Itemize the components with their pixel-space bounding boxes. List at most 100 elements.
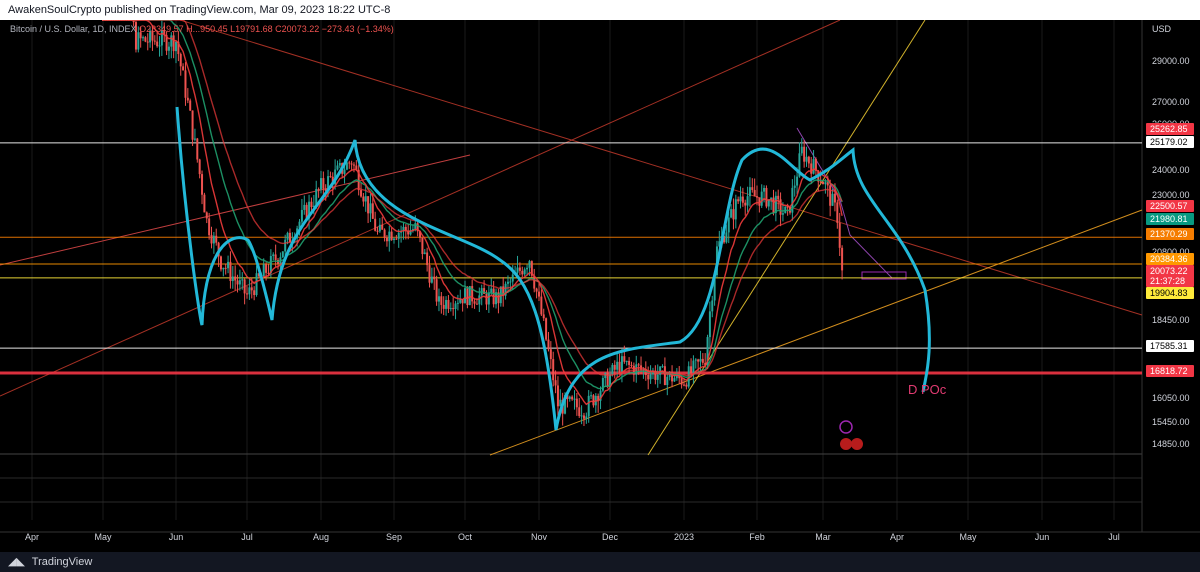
candle-body	[388, 231, 391, 242]
candle-body	[661, 366, 664, 368]
candle-body	[838, 222, 841, 248]
flag-icon[interactable]	[840, 438, 852, 450]
candle-body	[814, 159, 817, 171]
time-tick-label: Jul	[1108, 532, 1120, 542]
candle-body	[552, 359, 555, 381]
candle-body	[680, 378, 683, 385]
purple-path	[796, 127, 893, 279]
candle-body	[248, 287, 251, 295]
publisher-header: AwakenSoulCrypto published on TradingVie…	[0, 0, 1200, 20]
candle-body	[654, 370, 657, 380]
time-tick-label: Apr	[25, 532, 39, 542]
ema-line	[103, 20, 843, 390]
candle-body	[243, 279, 246, 294]
candle-body	[352, 164, 355, 166]
candle-body	[690, 366, 693, 374]
candle-body	[269, 255, 272, 273]
candle-body	[791, 187, 794, 213]
candle-body	[250, 287, 253, 291]
candle-body	[587, 395, 590, 417]
candle-body	[153, 40, 156, 42]
candle-body	[315, 189, 318, 206]
candle-body	[345, 162, 348, 170]
candle-body	[526, 267, 529, 270]
publisher-text: AwakenSoulCrypto published on TradingVie…	[8, 4, 391, 16]
candle-body	[774, 195, 777, 213]
candle-body	[404, 226, 407, 231]
candle-body	[265, 264, 268, 273]
candle-body	[708, 311, 711, 338]
flag-icon[interactable]	[851, 438, 863, 450]
price-tick-label: 24000.00	[1152, 165, 1190, 175]
candle-body	[284, 239, 287, 252]
price-tag	[1146, 200, 1194, 212]
candle-body	[286, 232, 289, 240]
candle-body	[748, 187, 751, 197]
candle-body	[170, 35, 173, 47]
candle-body	[378, 224, 381, 232]
candle-body	[545, 318, 548, 340]
candle-body	[437, 296, 440, 302]
candle-body	[364, 196, 367, 202]
candle-body	[746, 196, 749, 206]
candle-body	[554, 380, 557, 386]
candle-body	[267, 272, 270, 274]
candle-body	[502, 286, 505, 296]
candle-body	[369, 203, 372, 214]
candle-body	[606, 373, 609, 388]
candle-body	[348, 162, 351, 164]
candle-body	[829, 185, 832, 206]
candle-body	[803, 146, 806, 162]
price-tag	[1146, 213, 1194, 225]
ema-line	[103, 20, 843, 406]
candle-body	[692, 360, 695, 374]
time-tick-label: Dec	[602, 532, 619, 542]
candle-body	[805, 156, 808, 162]
candle-body	[737, 199, 740, 202]
time-tick-label: Apr	[890, 532, 904, 542]
candle-body	[495, 292, 498, 305]
candle-body	[423, 252, 426, 254]
candle-body	[592, 395, 595, 406]
lightning-icon[interactable]	[839, 420, 853, 434]
candle-body	[523, 269, 526, 275]
candle-body	[215, 235, 218, 243]
event-icons[interactable]	[839, 420, 863, 450]
candle-body	[564, 394, 567, 414]
price-tag	[1146, 287, 1194, 299]
candle-body	[416, 223, 419, 232]
price-axis[interactable]: USD29000.0027000.0026000.0024000.0023000…	[1152, 24, 1190, 449]
candle-body	[468, 286, 471, 306]
candle-body	[172, 35, 175, 52]
candle-body	[142, 37, 145, 39]
price-tick-label: 15450.00	[1152, 417, 1190, 427]
candle-body	[376, 230, 379, 232]
time-tick-label: Nov	[531, 532, 548, 542]
symbol-name: Bitcoin / U.S. Dollar, 1D, INDEX	[10, 24, 137, 34]
candle-body	[831, 193, 834, 206]
candle-body	[298, 221, 301, 229]
candle-body	[540, 296, 543, 315]
candle-body	[435, 279, 438, 302]
candle-body	[760, 191, 763, 206]
candle-body	[189, 100, 192, 111]
candle-body	[511, 274, 514, 282]
candle-body	[186, 97, 189, 101]
candle-body	[464, 288, 466, 304]
candle-body	[793, 185, 796, 188]
candle-body	[732, 209, 735, 220]
candle-body	[485, 293, 488, 305]
price-chart[interactable]: USD29000.0027000.0026000.0024000.0023000…	[0, 20, 1200, 552]
time-axis[interactable]: Apr May Jun Jul Aug Sep Oct Nov Dec 2023 Feb Mar Apr…	[25, 532, 1120, 542]
candle-body	[473, 301, 476, 304]
candle-body	[262, 264, 265, 277]
candle-body	[440, 296, 443, 305]
candle-body	[836, 202, 839, 223]
price-tag-label: 20384.36	[1150, 254, 1188, 264]
price-tag	[1146, 253, 1194, 265]
candle-body	[196, 138, 199, 160]
candle-body	[559, 399, 562, 407]
candle-body	[454, 303, 457, 309]
currency-label: USD	[1152, 24, 1172, 34]
price-tag-label: 17585.31	[1150, 341, 1188, 351]
